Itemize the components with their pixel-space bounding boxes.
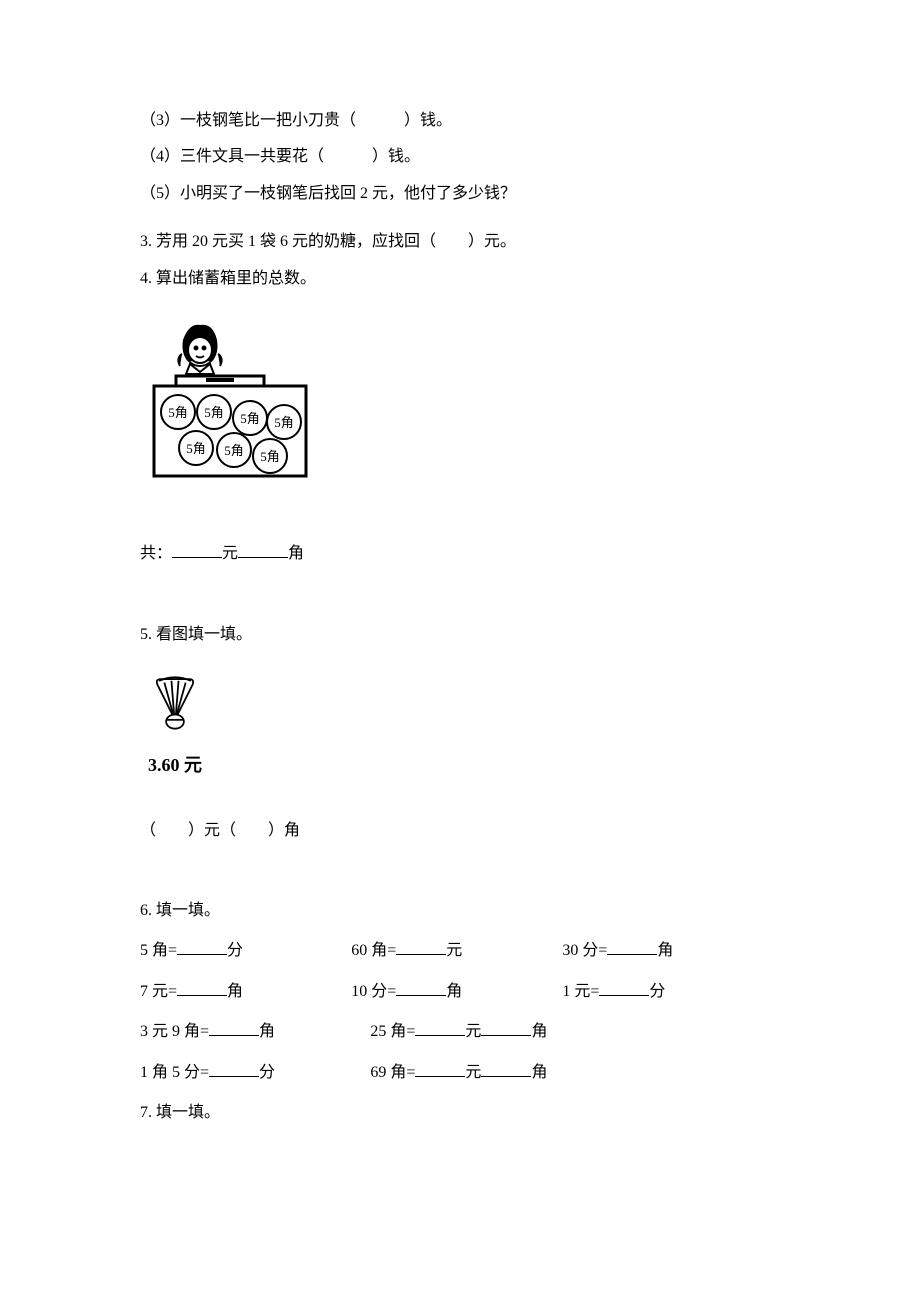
- coin-label: 5角: [260, 449, 280, 464]
- blank[interactable]: [481, 1019, 531, 1036]
- fill-text: 3 元 9 角=: [140, 1023, 209, 1040]
- fill-cell: 69 角= 元 角: [370, 1058, 754, 1088]
- blank[interactable]: [177, 938, 227, 955]
- fill-text: 25 角=: [370, 1023, 415, 1040]
- blank[interactable]: [209, 1060, 259, 1077]
- fill-cell: 1 元= 分: [562, 977, 773, 1007]
- fill-unit: 角: [657, 942, 673, 959]
- blank[interactable]: [177, 979, 227, 996]
- coin-label: 5角: [240, 411, 260, 426]
- fill-unit: 角: [446, 983, 462, 1000]
- blank[interactable]: [481, 1060, 531, 1077]
- fill-unit: 元: [465, 1023, 481, 1040]
- unit-jiao: 角: [288, 545, 304, 562]
- fill-cell: 5 角= 分: [140, 936, 351, 966]
- fill-row-2: 7 元= 角 10 分= 角 1 元= 分: [140, 977, 780, 1007]
- coin-label: 5角: [224, 443, 244, 458]
- blank-yuan[interactable]: [172, 541, 222, 558]
- fill-unit: 角: [531, 1064, 547, 1081]
- fill-cell: 30 分= 角: [562, 936, 773, 966]
- blank[interactable]: [396, 938, 446, 955]
- question-6: 6. 填一填。: [140, 896, 780, 926]
- coin-label: 5角: [274, 415, 294, 430]
- question-7: 7. 填一填。: [140, 1098, 780, 1128]
- fill-row-1: 5 角= 分 60 角= 元 30 分= 角: [140, 936, 780, 966]
- question-3-sub3: （3）一枝钢笔比一把小刀贵（ ）钱。: [140, 106, 780, 136]
- blank[interactable]: [607, 938, 657, 955]
- fill-unit: 分: [227, 942, 243, 959]
- fill-unit: 角: [259, 1023, 275, 1040]
- total-prefix: 共：: [140, 545, 172, 562]
- question-3-sub5: （5）小明买了一枝钢笔后找回 2 元，他付了多少钱？: [140, 179, 780, 209]
- question-5: 5. 看图填一填。: [140, 620, 780, 650]
- fill-unit: 角: [227, 983, 243, 1000]
- blank[interactable]: [415, 1019, 465, 1036]
- blank[interactable]: [209, 1019, 259, 1036]
- fill-cell: 7 元= 角: [140, 977, 351, 1007]
- fill-unit: 分: [259, 1064, 275, 1081]
- fill-text: 10 分=: [351, 983, 396, 1000]
- coin-label: 5角: [168, 405, 188, 420]
- blank[interactable]: [599, 979, 649, 996]
- piggy-bank-image: 5角 5角 5角 5角 5角 5角 5角: [140, 318, 320, 499]
- fill-unit: 元: [465, 1064, 481, 1081]
- fill-row-4: 1 角 5 分= 分 69 角= 元 角: [140, 1058, 780, 1088]
- fill-cell: 10 分= 角: [351, 977, 562, 1007]
- fill-text: 69 角=: [370, 1064, 415, 1081]
- fill-text: 7 元=: [140, 983, 177, 1000]
- fill-cell: 1 角 5 分= 分: [140, 1058, 370, 1088]
- question-5-answer: （ ）元（ ）角: [140, 816, 780, 846]
- coin-label: 5角: [204, 405, 224, 420]
- question-3-sub4: （4）三件文具一共要花（ ）钱。: [140, 142, 780, 172]
- fill-text: 1 元=: [562, 983, 599, 1000]
- fill-cell: 25 角= 元 角: [370, 1017, 754, 1047]
- fill-unit: 分: [649, 983, 665, 1000]
- fill-text: 5 角=: [140, 942, 177, 959]
- question-4: 4. 算出储蓄箱里的总数。: [140, 264, 780, 294]
- shuttlecock-image: 3.60 元: [140, 672, 210, 782]
- blank[interactable]: [396, 979, 446, 996]
- fill-cell: 60 角= 元: [351, 936, 562, 966]
- coin-label: 5角: [186, 441, 206, 456]
- fill-unit: 角: [531, 1023, 547, 1040]
- blank[interactable]: [415, 1060, 465, 1077]
- fill-row-3: 3 元 9 角= 角 25 角= 元 角: [140, 1017, 780, 1047]
- blank-jiao[interactable]: [238, 541, 288, 558]
- fill-cell: 3 元 9 角= 角: [140, 1017, 370, 1047]
- fill-text: 30 分=: [562, 942, 607, 959]
- unit-yuan: 元: [222, 545, 238, 562]
- shuttlecock-price: 3.60 元: [140, 748, 210, 782]
- fill-unit: 元: [446, 942, 462, 959]
- question-3: 3. 芳用 20 元买 1 袋 6 元的奶糖，应找回（ ）元。: [140, 227, 780, 257]
- fill-text: 1 角 5 分=: [140, 1064, 209, 1081]
- fill-text: 60 角=: [351, 942, 396, 959]
- question-4-answer-line: 共： 元 角: [140, 539, 780, 569]
